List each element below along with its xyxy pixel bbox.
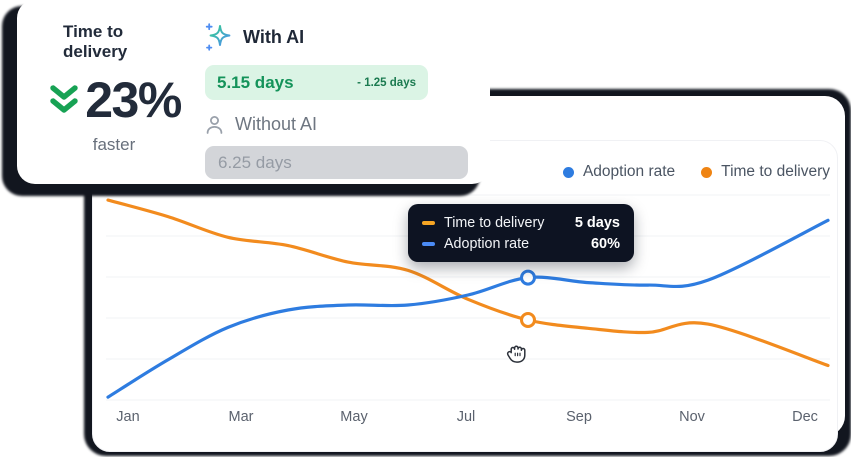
stats-card-title: Time to delivery bbox=[63, 22, 128, 61]
x-axis-label: Sep bbox=[566, 409, 592, 425]
delta-percentage: 23% bbox=[85, 72, 182, 128]
ai-sparkle-icon bbox=[205, 23, 231, 51]
orange-dash-icon bbox=[422, 221, 435, 225]
with-ai-delta: - 1.25 days bbox=[357, 76, 416, 89]
x-axis-label: Jul bbox=[456, 409, 476, 425]
tooltip-label: Time to delivery bbox=[444, 215, 545, 231]
tooltip-value: 60% bbox=[590, 236, 620, 252]
person-icon bbox=[206, 115, 223, 134]
tooltip-row-time-to-delivery: Time to delivery 5 days bbox=[422, 213, 620, 233]
grab-cursor-icon bbox=[506, 345, 526, 363]
stats-card: Time to delivery 23% faster bbox=[17, 0, 490, 184]
x-axis-label: Nov bbox=[679, 409, 705, 425]
without-ai-label: Without AI bbox=[235, 114, 318, 134]
x-axis-label: Jan bbox=[116, 409, 140, 425]
legend-label: Time to delivery bbox=[721, 163, 830, 180]
with-ai-value-pill: 5.15 days - 1.25 days bbox=[205, 65, 428, 100]
legend-dot-orange-icon bbox=[701, 166, 713, 178]
legend-dot-blue-icon bbox=[562, 166, 574, 178]
with-ai-label: With AI bbox=[243, 26, 305, 47]
legend-label: Adoption rate bbox=[582, 163, 676, 180]
legend-item-time-to-delivery[interactable]: Time to delivery bbox=[701, 163, 830, 181]
x-axis-label: May bbox=[340, 409, 368, 425]
with-ai-value: 5.15 days bbox=[217, 72, 294, 92]
without-ai-value: 6.25 days bbox=[218, 152, 292, 172]
x-axis-label: Mar bbox=[228, 409, 254, 425]
tooltip-row-adoption-rate: Adoption rate 60% bbox=[422, 234, 620, 254]
tooltip-label: Adoption rate bbox=[444, 236, 530, 252]
delta-caption: faster bbox=[92, 135, 136, 154]
blue-dash-icon bbox=[422, 242, 435, 246]
tooltip-value: 5 days bbox=[574, 215, 620, 231]
x-axis-label: Dec bbox=[792, 409, 818, 425]
legend-item-adoption-rate[interactable]: Adoption rate bbox=[562, 163, 676, 181]
chart-legend: Adoption rate Time to delivery bbox=[562, 163, 830, 181]
chart-tooltip: Time to delivery 5 days Adoption rate 60… bbox=[408, 204, 634, 262]
without-ai-value-pill: 6.25 days bbox=[205, 146, 468, 179]
double-chevron-down-icon bbox=[50, 85, 78, 113]
